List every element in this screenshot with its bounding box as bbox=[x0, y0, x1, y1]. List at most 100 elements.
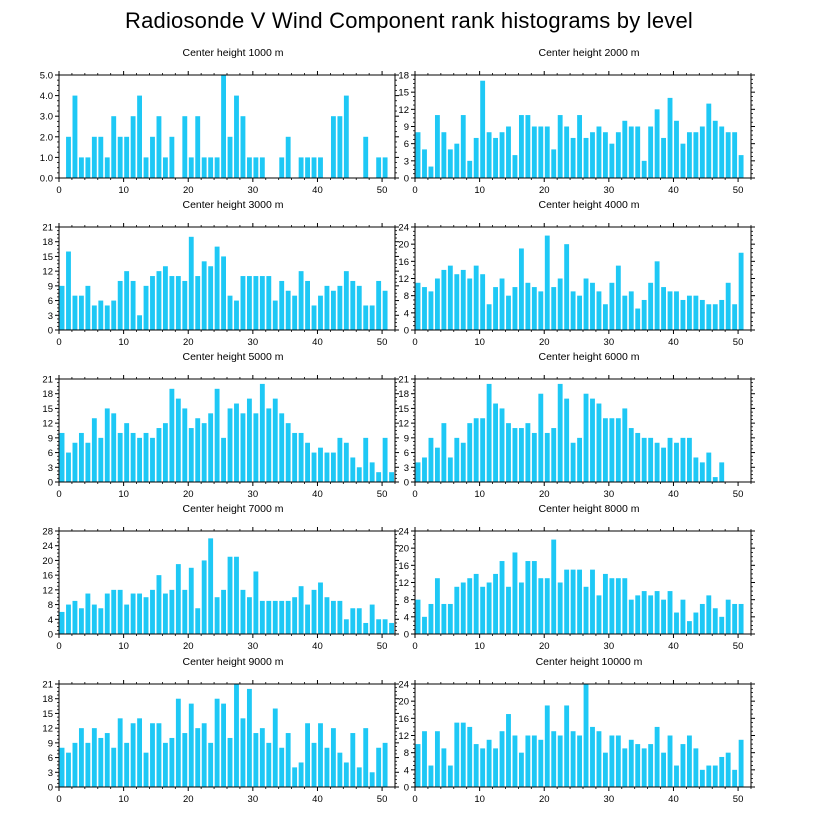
histogram-bar bbox=[441, 132, 447, 178]
histogram-bar bbox=[214, 157, 220, 178]
histogram-bar bbox=[343, 95, 349, 178]
histogram-bar bbox=[499, 408, 505, 482]
x-tick-label: 40 bbox=[668, 641, 679, 652]
histogram-bar bbox=[285, 600, 291, 634]
histogram-bar bbox=[208, 742, 214, 787]
histogram-bar bbox=[279, 747, 285, 787]
histogram-bar bbox=[285, 290, 291, 330]
y-tick-label: 3.0 bbox=[40, 112, 53, 123]
histogram-bar bbox=[227, 408, 233, 482]
histogram-bar bbox=[467, 160, 473, 178]
histogram-bar bbox=[137, 593, 142, 634]
histogram-bar bbox=[195, 116, 201, 178]
y-tick-label: 12 bbox=[42, 724, 53, 735]
histogram-bar bbox=[738, 739, 744, 787]
histogram-bar bbox=[564, 244, 570, 330]
histogram-bar bbox=[557, 735, 563, 787]
y-tick-label: 15 bbox=[42, 709, 53, 720]
histogram-bar bbox=[253, 571, 259, 634]
y-tick-label: 16 bbox=[398, 561, 409, 572]
histogram-bar bbox=[356, 285, 362, 330]
y-tick-label: 20 bbox=[398, 544, 409, 555]
y-tick-label: 9 bbox=[404, 122, 409, 133]
histogram-bar bbox=[98, 608, 104, 634]
x-tick-label: 30 bbox=[248, 185, 259, 196]
histogram-bar bbox=[369, 772, 375, 787]
histogram-bar bbox=[292, 432, 298, 482]
histogram-bar bbox=[240, 276, 246, 330]
histogram-bar bbox=[596, 595, 602, 635]
histogram-bar bbox=[111, 589, 117, 634]
histogram-bar bbox=[693, 295, 699, 330]
panel-title: Center height 9000 m bbox=[183, 656, 284, 668]
x-tick-label: 0 bbox=[412, 489, 417, 500]
histogram-bar bbox=[369, 604, 375, 634]
y-tick-label: 15 bbox=[42, 404, 53, 415]
x-tick-label: 20 bbox=[539, 489, 550, 500]
histogram-panel: 0 3 6 9 12 15 18 21 0 10 20 30 40 50 Center height 500… bbox=[42, 351, 399, 500]
histogram-bar bbox=[648, 282, 654, 330]
histogram-bar bbox=[195, 276, 201, 330]
histogram-bar bbox=[557, 278, 563, 330]
histogram-bar bbox=[221, 437, 226, 482]
y-tick-label: 0 bbox=[404, 174, 409, 185]
histogram-bar bbox=[234, 300, 239, 330]
histogram-bar bbox=[454, 143, 460, 178]
histogram-bar bbox=[712, 304, 718, 330]
histogram-bar bbox=[434, 578, 440, 634]
histogram-bar bbox=[447, 457, 453, 482]
histogram-bar bbox=[577, 735, 582, 787]
panel-title: Center height 5000 m bbox=[183, 351, 284, 363]
histogram-bar bbox=[686, 437, 692, 482]
y-tick-label: 4 bbox=[404, 308, 409, 319]
histogram-bar bbox=[441, 748, 447, 788]
histogram-bar bbox=[182, 408, 188, 482]
histogram-bar bbox=[583, 137, 589, 178]
histogram-bar bbox=[460, 582, 466, 634]
histogram-bar bbox=[538, 291, 544, 331]
histogram-bar bbox=[506, 586, 511, 634]
histogram-bar bbox=[648, 744, 654, 787]
y-tick-label: 3 bbox=[48, 311, 53, 322]
y-tick-label: 4 bbox=[404, 765, 409, 776]
histogram-bar bbox=[622, 295, 628, 330]
histogram-bar bbox=[188, 157, 194, 178]
histogram-bar bbox=[725, 599, 731, 634]
histogram-bar bbox=[318, 723, 323, 787]
histogram-bar bbox=[635, 744, 641, 787]
y-tick-label: 8 bbox=[404, 291, 409, 302]
y-tick-label: 4 bbox=[48, 615, 53, 626]
histogram-bar bbox=[583, 586, 589, 634]
x-tick-label: 10 bbox=[118, 794, 129, 805]
histogram-bar bbox=[654, 726, 660, 787]
histogram-bar bbox=[596, 291, 602, 331]
histogram-bar bbox=[253, 157, 259, 178]
histogram-bar bbox=[305, 723, 310, 787]
y-tick-label: 6 bbox=[48, 296, 53, 307]
histogram-bar bbox=[382, 437, 388, 482]
histogram-bar bbox=[318, 157, 323, 178]
histogram-bar bbox=[493, 573, 498, 634]
histogram-bar bbox=[253, 413, 259, 482]
histogram-bar bbox=[622, 120, 628, 178]
histogram-bar bbox=[124, 604, 130, 634]
histogram-bar bbox=[240, 589, 246, 634]
histogram-bar bbox=[699, 462, 705, 482]
histogram-bar bbox=[59, 611, 65, 634]
histogram-bar bbox=[195, 608, 201, 634]
histogram-bar bbox=[564, 126, 570, 178]
y-tick-label: 20 bbox=[42, 556, 53, 567]
histogram-bar bbox=[305, 280, 310, 330]
histogram-bar bbox=[486, 132, 492, 178]
x-tick-label: 0 bbox=[412, 337, 417, 348]
histogram-bar bbox=[91, 604, 97, 634]
histogram-bar bbox=[85, 157, 91, 178]
histogram-bar bbox=[596, 403, 602, 482]
histogram-bar bbox=[706, 595, 712, 635]
histogram-bar bbox=[493, 403, 498, 482]
histogram-panel: 0 4 8 12 16 20 24 0 10 20 30 40 50 Center height 4000… bbox=[398, 199, 755, 348]
histogram-bar bbox=[111, 747, 117, 787]
histogram-bar bbox=[214, 246, 220, 330]
histogram-bar bbox=[506, 423, 511, 482]
histogram-bar bbox=[583, 684, 589, 787]
